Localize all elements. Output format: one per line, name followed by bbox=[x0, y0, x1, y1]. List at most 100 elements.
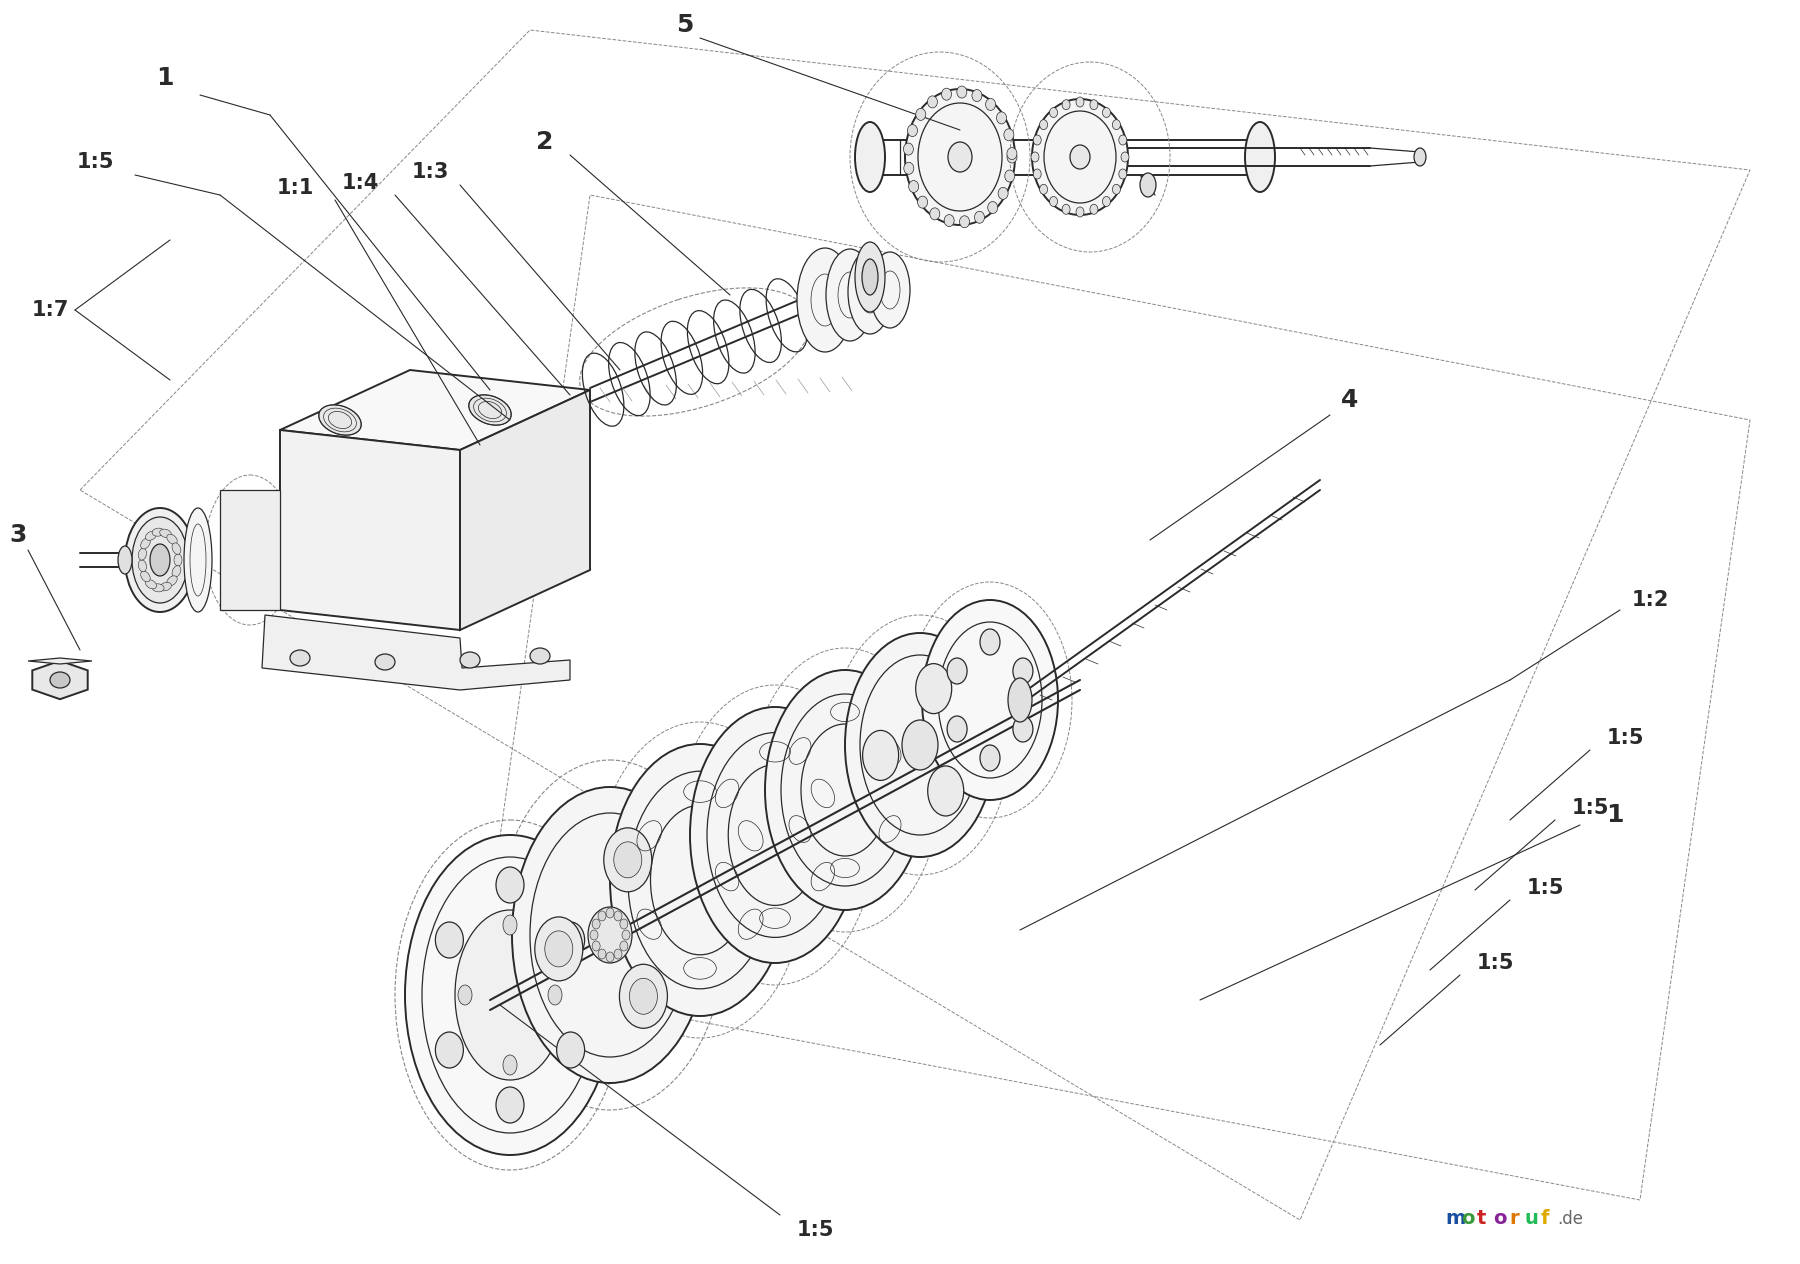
Ellipse shape bbox=[931, 207, 940, 220]
Ellipse shape bbox=[607, 952, 614, 962]
Ellipse shape bbox=[502, 1055, 517, 1074]
Ellipse shape bbox=[904, 162, 914, 174]
Ellipse shape bbox=[146, 531, 157, 540]
Ellipse shape bbox=[590, 930, 598, 940]
Text: 1:5: 1:5 bbox=[76, 152, 113, 172]
Ellipse shape bbox=[556, 921, 585, 958]
Ellipse shape bbox=[1091, 100, 1098, 110]
Ellipse shape bbox=[140, 571, 149, 581]
Ellipse shape bbox=[949, 142, 972, 172]
Ellipse shape bbox=[619, 964, 668, 1029]
Ellipse shape bbox=[945, 215, 954, 226]
Text: 1: 1 bbox=[1606, 803, 1624, 827]
Ellipse shape bbox=[468, 394, 511, 425]
Text: o: o bbox=[1492, 1208, 1507, 1229]
Ellipse shape bbox=[959, 216, 970, 228]
Ellipse shape bbox=[905, 88, 1015, 225]
Text: 1:3: 1:3 bbox=[412, 162, 448, 182]
Text: 1:5: 1:5 bbox=[1571, 798, 1609, 818]
Ellipse shape bbox=[855, 123, 886, 192]
Ellipse shape bbox=[173, 566, 180, 578]
Ellipse shape bbox=[1013, 659, 1033, 684]
Ellipse shape bbox=[374, 653, 394, 670]
Ellipse shape bbox=[902, 720, 938, 770]
Ellipse shape bbox=[1139, 173, 1156, 197]
Ellipse shape bbox=[511, 787, 707, 1083]
Ellipse shape bbox=[1112, 120, 1120, 130]
Text: 1:1: 1:1 bbox=[277, 178, 313, 198]
Ellipse shape bbox=[907, 125, 918, 137]
Ellipse shape bbox=[535, 916, 583, 981]
Ellipse shape bbox=[862, 731, 898, 780]
Ellipse shape bbox=[592, 940, 599, 951]
Polygon shape bbox=[32, 661, 88, 699]
Text: t: t bbox=[1478, 1208, 1487, 1229]
Ellipse shape bbox=[1008, 678, 1031, 722]
Ellipse shape bbox=[947, 715, 967, 742]
Ellipse shape bbox=[904, 143, 913, 155]
Ellipse shape bbox=[1006, 148, 1017, 159]
Ellipse shape bbox=[1033, 135, 1040, 145]
Ellipse shape bbox=[1031, 99, 1129, 215]
Ellipse shape bbox=[50, 672, 70, 688]
Ellipse shape bbox=[139, 560, 146, 571]
Ellipse shape bbox=[545, 930, 572, 967]
Ellipse shape bbox=[1076, 97, 1084, 107]
Text: 1:7: 1:7 bbox=[31, 300, 68, 320]
Ellipse shape bbox=[598, 911, 607, 921]
Text: 4: 4 bbox=[1341, 388, 1359, 412]
Ellipse shape bbox=[131, 517, 187, 603]
Ellipse shape bbox=[997, 112, 1006, 124]
Ellipse shape bbox=[319, 404, 362, 435]
Ellipse shape bbox=[1040, 185, 1048, 195]
Ellipse shape bbox=[1091, 205, 1098, 215]
Ellipse shape bbox=[916, 664, 952, 714]
Ellipse shape bbox=[502, 915, 517, 935]
Ellipse shape bbox=[916, 109, 925, 120]
Ellipse shape bbox=[1069, 145, 1091, 169]
Polygon shape bbox=[263, 616, 571, 690]
Text: 5: 5 bbox=[677, 13, 693, 37]
Ellipse shape bbox=[160, 583, 171, 590]
Ellipse shape bbox=[614, 911, 623, 921]
Ellipse shape bbox=[844, 633, 995, 857]
Ellipse shape bbox=[589, 908, 632, 963]
Ellipse shape bbox=[290, 650, 310, 666]
Ellipse shape bbox=[1120, 135, 1127, 145]
Ellipse shape bbox=[139, 549, 146, 560]
Ellipse shape bbox=[614, 949, 623, 959]
Ellipse shape bbox=[1031, 152, 1039, 162]
Text: 1:5: 1:5 bbox=[796, 1220, 833, 1240]
Ellipse shape bbox=[1076, 207, 1084, 217]
Ellipse shape bbox=[630, 978, 657, 1014]
Ellipse shape bbox=[979, 629, 1001, 655]
Ellipse shape bbox=[1246, 123, 1274, 192]
Ellipse shape bbox=[184, 508, 212, 612]
Ellipse shape bbox=[765, 670, 925, 910]
Text: 1:5: 1:5 bbox=[1526, 878, 1564, 897]
Ellipse shape bbox=[149, 544, 169, 576]
Ellipse shape bbox=[173, 544, 180, 555]
Ellipse shape bbox=[988, 201, 997, 214]
Ellipse shape bbox=[614, 842, 643, 877]
Ellipse shape bbox=[619, 940, 628, 951]
Ellipse shape bbox=[869, 252, 911, 327]
Ellipse shape bbox=[623, 930, 630, 940]
Ellipse shape bbox=[1121, 152, 1129, 162]
Ellipse shape bbox=[1112, 185, 1120, 195]
Ellipse shape bbox=[986, 99, 995, 110]
Ellipse shape bbox=[610, 744, 790, 1016]
Ellipse shape bbox=[436, 921, 463, 958]
Text: 1:4: 1:4 bbox=[342, 173, 378, 193]
Ellipse shape bbox=[1062, 205, 1069, 215]
Ellipse shape bbox=[153, 584, 164, 592]
Ellipse shape bbox=[1049, 196, 1058, 206]
Polygon shape bbox=[220, 490, 281, 611]
Ellipse shape bbox=[1102, 196, 1111, 206]
Ellipse shape bbox=[862, 259, 878, 295]
Ellipse shape bbox=[974, 211, 985, 224]
Ellipse shape bbox=[140, 538, 149, 549]
Ellipse shape bbox=[999, 187, 1008, 200]
Ellipse shape bbox=[455, 910, 565, 1079]
Ellipse shape bbox=[941, 88, 952, 100]
